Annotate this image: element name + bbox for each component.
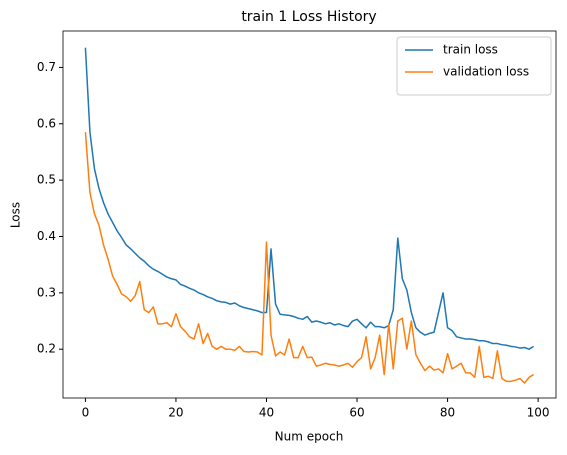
series-line — [84, 132, 534, 384]
legend-label: train loss — [443, 43, 498, 57]
legend-box — [396, 36, 552, 96]
x-tick-label: 60 — [349, 406, 364, 420]
y-tick-label: 0.6 — [37, 116, 56, 130]
legend-label: validation loss — [443, 65, 529, 79]
x-tick-label: 0 — [82, 406, 90, 420]
x-tick-label: 20 — [168, 406, 183, 420]
series-line — [84, 47, 534, 350]
x-tick-label: 80 — [440, 406, 455, 420]
chart-title: train 1 Loss History — [241, 9, 376, 25]
x-tick-label: 100 — [527, 406, 550, 420]
y-tick-label: 0.7 — [37, 60, 56, 74]
y-axis-label: Loss — [9, 202, 23, 228]
x-axis-label: Num epoch — [275, 430, 344, 444]
y-tick-label: 0.5 — [37, 173, 56, 187]
y-tick-label: 0.3 — [37, 285, 56, 299]
y-tick-label: 0.2 — [37, 342, 56, 356]
y-tick-label: 0.4 — [37, 229, 56, 243]
x-tick-label: 40 — [259, 406, 274, 420]
axes-frame — [62, 30, 557, 399]
